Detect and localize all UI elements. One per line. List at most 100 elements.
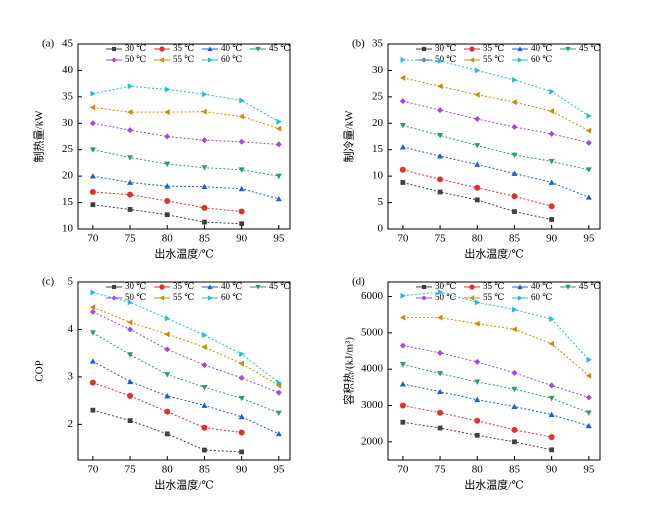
legend-label: 55 ℃ bbox=[173, 54, 194, 64]
data-point bbox=[89, 173, 96, 179]
legend-marker bbox=[207, 295, 213, 301]
data-point bbox=[400, 419, 406, 425]
data-point bbox=[239, 221, 245, 227]
data-point bbox=[400, 292, 406, 299]
legend-marker bbox=[111, 57, 117, 63]
x-tick-label: 75 bbox=[435, 233, 447, 245]
y-tick-label: 40 bbox=[62, 64, 74, 76]
x-tick-label: 90 bbox=[236, 464, 248, 476]
data-point bbox=[399, 144, 406, 150]
data-point bbox=[511, 386, 518, 393]
y-tick-label: 5000 bbox=[361, 326, 384, 338]
data-point bbox=[90, 289, 96, 296]
data-point bbox=[201, 344, 207, 351]
legend-marker bbox=[255, 284, 261, 290]
data-point bbox=[549, 217, 555, 222]
data-point bbox=[548, 340, 555, 347]
data-point bbox=[127, 392, 134, 399]
x-tick-label: 95 bbox=[583, 464, 595, 476]
data-point bbox=[474, 358, 481, 365]
legend-label: 35 ℃ bbox=[173, 281, 194, 291]
legend-label: 55 ℃ bbox=[173, 292, 194, 302]
data-point bbox=[585, 410, 592, 416]
data-point bbox=[89, 189, 96, 195]
data-point bbox=[89, 304, 96, 311]
data-point bbox=[399, 314, 406, 321]
data-point bbox=[512, 76, 518, 83]
panel-label: (d) bbox=[352, 276, 365, 288]
plot-frame bbox=[77, 281, 291, 461]
legend-label: 35 ℃ bbox=[483, 43, 504, 53]
data-point bbox=[400, 180, 406, 185]
legend-marker bbox=[159, 57, 165, 63]
legend-marker bbox=[111, 46, 117, 52]
y-tick-label: 25 bbox=[62, 143, 74, 155]
data-point bbox=[276, 379, 282, 386]
legend-marker bbox=[421, 295, 427, 301]
x-tick-label: 85 bbox=[509, 464, 521, 476]
data-point bbox=[89, 358, 96, 364]
panel: (d) 2000 3000 4000 5000 6000 70 75 80 85 90 95 出水温度/… bbox=[342, 276, 601, 492]
y-axis-label: 制冷量/kW bbox=[343, 110, 356, 163]
data-point bbox=[90, 407, 96, 413]
data-point bbox=[164, 346, 171, 353]
data-point bbox=[399, 166, 406, 173]
x-tick-label: 70 bbox=[397, 233, 409, 245]
data-point bbox=[586, 356, 592, 363]
series-line bbox=[402, 291, 590, 361]
data-point bbox=[238, 360, 245, 367]
x-tick-label: 75 bbox=[435, 464, 447, 476]
series-line bbox=[92, 191, 242, 213]
legend-label: 30 ℃ bbox=[435, 43, 456, 53]
legend-marker bbox=[469, 284, 475, 290]
data-point bbox=[127, 109, 133, 116]
data-point bbox=[437, 107, 444, 114]
legend-marker bbox=[565, 284, 571, 290]
data-point bbox=[548, 108, 555, 115]
data-point bbox=[238, 167, 245, 173]
x-tick-label: 80 bbox=[472, 464, 484, 476]
data-point bbox=[238, 429, 245, 436]
data-point bbox=[164, 161, 171, 167]
data-point bbox=[127, 299, 134, 306]
data-point bbox=[511, 152, 518, 158]
data-point bbox=[511, 193, 518, 200]
data-point bbox=[511, 99, 517, 106]
y-axis-label: 制热量/kW bbox=[33, 110, 46, 163]
y-tick-label: 5 bbox=[378, 196, 384, 208]
data-point bbox=[127, 352, 134, 358]
x-tick-label: 85 bbox=[199, 464, 211, 476]
data-point bbox=[474, 396, 481, 403]
data-point bbox=[202, 219, 207, 225]
data-point bbox=[127, 207, 133, 212]
legend-marker bbox=[421, 46, 427, 52]
series-line bbox=[402, 77, 590, 132]
data-point bbox=[127, 127, 134, 134]
data-point bbox=[437, 83, 443, 90]
data-point bbox=[549, 447, 555, 453]
data-point bbox=[89, 104, 96, 111]
legend-label: 45 ℃ bbox=[579, 281, 600, 291]
y-tick-label: 5 bbox=[68, 276, 74, 288]
panel: (a) 10 15 20 25 30 35 40 45 70 75 80 85 90 95 出水温度/℃ 制热量… bbox=[33, 38, 291, 261]
panel-label: (a) bbox=[42, 38, 55, 50]
y-tick-label: 2 bbox=[68, 418, 74, 430]
data-point bbox=[474, 116, 481, 123]
data-point bbox=[511, 426, 518, 433]
data-point bbox=[400, 56, 406, 63]
data-point bbox=[201, 362, 208, 369]
data-point bbox=[399, 402, 406, 409]
legend-marker bbox=[207, 284, 213, 290]
data-point bbox=[164, 331, 170, 338]
legend-label: 40 ℃ bbox=[221, 281, 242, 291]
y-tick-label: 3000 bbox=[361, 399, 384, 411]
series-line bbox=[92, 311, 280, 394]
y-axis-label: 容积热/(kJ/m³) bbox=[342, 337, 356, 405]
data-point bbox=[127, 191, 134, 198]
x-tick-label: 90 bbox=[546, 233, 558, 245]
legend-label: 55 ℃ bbox=[483, 54, 504, 64]
data-point bbox=[201, 183, 208, 190]
data-point bbox=[548, 411, 555, 417]
data-point bbox=[238, 413, 245, 420]
y-tick-label: 20 bbox=[372, 117, 384, 129]
